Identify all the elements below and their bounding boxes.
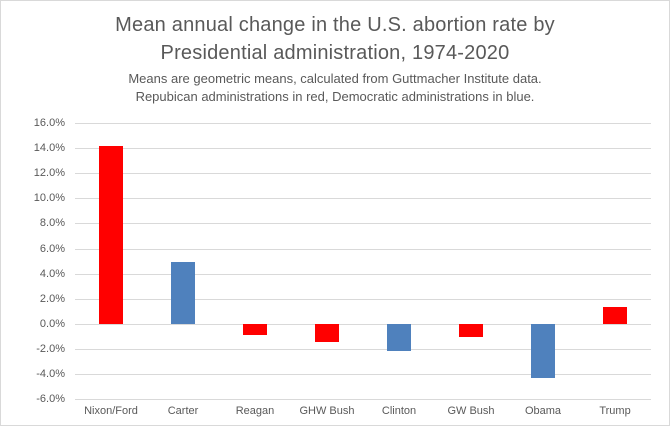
- y-tick-label: 0.0%: [39, 317, 65, 330]
- x-tick-label-reagan: Reagan: [235, 405, 275, 417]
- gridline-8.0%: [75, 223, 651, 225]
- y-tick-label: -4.0%: [36, 367, 65, 380]
- x-tick-label-trump: Trump: [599, 405, 631, 417]
- gridline-10.0%: [75, 198, 651, 200]
- y-tick-label: 2.0%: [39, 292, 65, 305]
- chart-header: Mean annual change in the U.S. abortion …: [1, 11, 669, 106]
- x-tick-label-carter: Carter: [167, 405, 199, 417]
- gridline--4.0%: [75, 373, 651, 375]
- bar-gw-bush: [459, 323, 483, 338]
- x-tick-label-ghw-bush: GHW Bush: [299, 405, 355, 417]
- bar-obama: [531, 323, 555, 378]
- y-tick-label: 16.0%: [33, 117, 65, 129]
- y-tick-label: 12.0%: [33, 167, 65, 180]
- bar-carter: [171, 262, 195, 324]
- chart-subtitle-line-1: Means are geometric means, calculated fr…: [128, 71, 542, 86]
- bar-reagan: [243, 323, 267, 335]
- gridline-6.0%: [75, 248, 651, 250]
- y-tick-label: 14.0%: [33, 142, 65, 155]
- gridline-12.0%: [75, 173, 651, 175]
- bar-nixon-ford: [99, 145, 123, 324]
- gridline--6.0%: [75, 399, 651, 400]
- y-tick-label: 6.0%: [39, 242, 65, 255]
- gridline-4.0%: [75, 273, 651, 275]
- y-tick-label: -2.0%: [36, 342, 65, 355]
- y-axis-labels: 16.0% 14.0% 12.0% 10.0% 8.0% 6.0% 4.0% 2.0% 0.0%…: [1, 117, 65, 405]
- chart-title-line-2: Presidential administration, 1974-2020: [160, 42, 510, 64]
- gridline-16.0%: [75, 123, 651, 124]
- plot-area: [75, 123, 651, 400]
- chart-subtitle-line-2: Repubican administrations in red, Democr…: [135, 89, 535, 104]
- x-tick-label-gw-bush: GW Bush: [447, 405, 495, 417]
- bar-clinton: [387, 323, 411, 352]
- chart-subtitle: Means are geometric means, calculated fr…: [1, 70, 669, 106]
- gridline-2.0%: [75, 298, 651, 300]
- x-tick-label-nixon-ford: Nixon/Ford: [84, 405, 138, 417]
- gridline-0.0%: [75, 323, 651, 325]
- x-tick-label-obama: Obama: [524, 405, 562, 417]
- bar-ghw-bush: [315, 323, 339, 343]
- y-tick-label: 10.0%: [33, 192, 65, 205]
- x-axis-labels: Nixon/Ford Carter Reagan GHW Bush Clinton GW …: [75, 405, 651, 421]
- gridline-14.0%: [75, 148, 651, 150]
- y-tick-label: 8.0%: [39, 217, 65, 230]
- y-tick-label: -6.0%: [36, 393, 65, 405]
- x-tick-label-clinton: Clinton: [381, 405, 417, 417]
- chart-title-line-1: Mean annual change in the U.S. abortion …: [115, 14, 555, 36]
- y-tick-label: 4.0%: [39, 267, 65, 280]
- gridline--2.0%: [75, 348, 651, 350]
- bar-trump: [603, 307, 627, 324]
